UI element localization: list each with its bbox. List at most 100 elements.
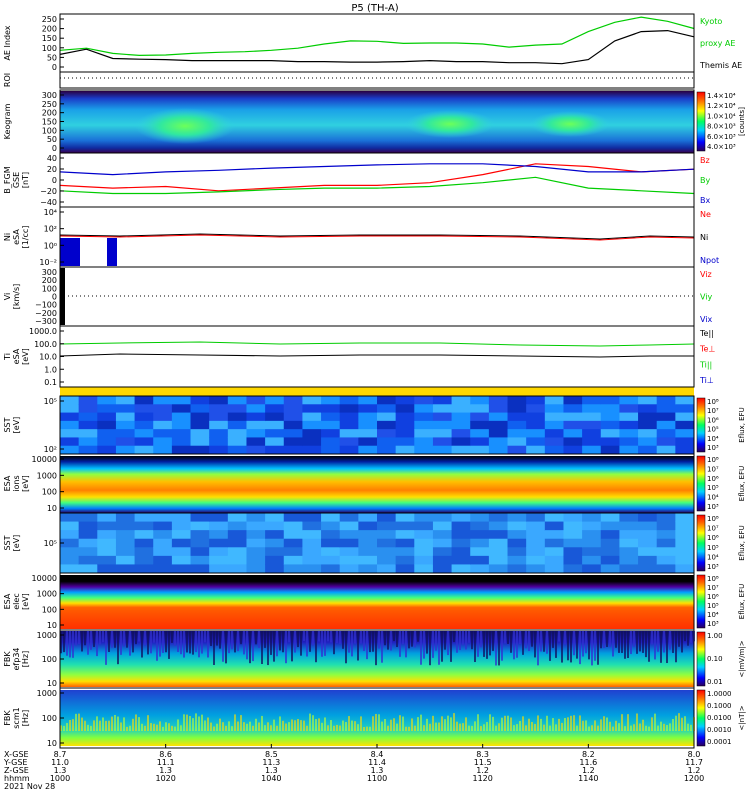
fbk-stripe [246,723,248,731]
fbk-stripe [237,631,239,652]
heatmap-cell [321,530,341,540]
keogram-bright-blob [135,108,235,144]
fbk-stripe [510,631,512,653]
heatmap-cell [432,521,453,531]
colorbar-label: Eflux, EFU [738,525,746,560]
heatmap-cell [526,429,546,438]
fbk-stripe [165,722,167,731]
fbk-stripe [123,631,125,647]
zgse-value: 1.3 [159,766,172,775]
fbk-stripe [381,721,383,731]
fbk-stripe [684,716,686,731]
fbk-stripe [639,723,641,731]
heatmap-cell [283,513,303,523]
fbk-stripe [660,631,662,663]
colorbar-label: [counts] [738,107,746,136]
heatmap-cell [675,429,695,438]
fbk-stripe [69,720,71,731]
heatmap-cell [60,429,80,438]
heatmap-cell [321,420,341,430]
heatmap-cell [563,396,583,405]
fbk-stripe [585,720,587,731]
heatmap-cell [115,530,136,540]
fbk-stripe [417,717,419,731]
fbk-stripe [294,720,296,731]
heatmap-cell [60,538,80,548]
fbk-stripe [342,720,344,731]
fbk-stripe [102,717,104,731]
fbk-stripe [573,715,575,731]
heatmap-cell [358,513,378,523]
colorbar-tick: 0.0010 [707,726,732,734]
colorbar-tick: 10⁵ [707,426,719,434]
heatmap-cell [209,530,229,540]
time-tick-label: 1040 [261,774,281,783]
fbk-stripe [645,725,647,731]
fbk-stripe [303,720,305,731]
ytick-label: 100 [42,284,57,293]
heatmap-cell [321,404,341,414]
fbk-stripe [168,631,170,659]
heatmap-cell [283,564,303,574]
heatmap-cell [283,396,303,405]
fbk-stripe [435,631,437,651]
fbk-stripe [60,725,62,731]
right-legends: Kyoto proxy AE Themis AE 1.4×10⁴ 1.2×10⁴ 1.0×… [696,17,746,747]
ytick-label: 100 [42,714,57,723]
colorbar-tick: 0.0100 [707,714,732,722]
heatmap-cell [171,437,192,447]
heatmap-cell [395,555,415,565]
fbk-stripe [111,716,113,731]
fbk-stripe [159,721,161,731]
heatmap-cell [115,547,136,557]
fbk-stripe [621,714,623,731]
heatmap-cell [619,412,639,422]
fbk-stripe [540,718,542,731]
heatmap-cell [283,404,303,414]
heatmap-cell [488,547,509,557]
colorbar [696,514,706,572]
heatmap-cell [60,396,80,405]
heatmap-cell [414,547,434,557]
fbk-stripe [651,631,653,645]
fbk-stripe [255,631,257,645]
heatmap-cell [97,437,117,447]
fbk-stripe [414,631,416,648]
fbk-stripe [447,715,449,731]
heatmap-cell [115,445,136,455]
fbk-stripe [543,724,545,731]
heatmap-cell [563,445,583,455]
colorbar-tick: 10⁶ [707,416,719,424]
fbk-stripe [219,718,221,731]
legend-label: Vix [700,315,713,324]
colorbar-tick: 10⁵ [707,544,719,552]
heatmap-cell [153,547,173,557]
heatmap-cell [134,513,154,523]
fbk-stripe [198,631,200,658]
heatmap-cell [115,538,136,548]
fbk-stripe [312,715,314,731]
heatmap-cell [190,513,210,523]
fbk-stripe [330,720,332,731]
heatmap-cell [470,513,490,523]
time-row-label: X-GSE [4,750,29,759]
fbk-stripe [405,631,407,658]
fbk-stripe [252,725,254,731]
fbk-stripe [414,725,416,731]
colorbar-tick: 4.0×10³ [707,143,736,151]
fbk-stripe [609,631,611,647]
colorbar-tick: 10³ [707,620,719,628]
fbk-stripe [630,725,632,731]
fbk-stripe [192,718,194,731]
heatmap-cell [339,396,359,405]
heatmap-cell [600,555,620,565]
heatmap-cell [265,521,285,531]
fbk-stripe [537,631,539,666]
fbk-stripe [366,726,368,731]
heatmap-cell [470,547,490,557]
fbk-stripe [276,725,278,731]
heatmap-cell [339,564,359,574]
fbk-stripe [276,631,278,657]
heatmap-cell [171,396,192,405]
heatmap-cell [600,396,620,405]
